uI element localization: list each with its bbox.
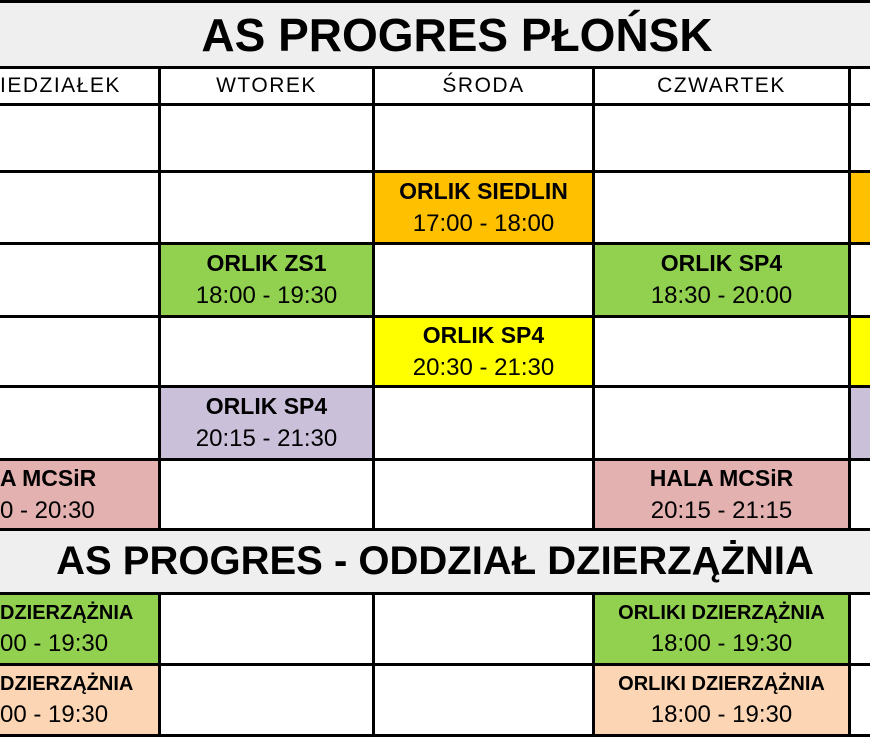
event-cell-dzierzaznia-row2-monday: DZIERZĄŻNIA 00 - 19:30	[0, 666, 158, 734]
event-venue: HALA MCSiR	[649, 464, 794, 491]
event-time: 18:00 - 19:30	[650, 629, 793, 657]
event-time: 17:00 - 18:00	[412, 209, 555, 237]
event-venue: DZIERZĄŻNIA	[0, 601, 134, 624]
event-venue: DZIERZĄŻNIA	[0, 672, 134, 695]
empty-cell	[595, 173, 848, 242]
event-time: 18:00 - 19:30	[195, 282, 338, 309]
day-header-friday	[851, 69, 870, 103]
event-cell-orlik-sp4-wednesday: ORLIK SP4 20:30 - 21:30	[375, 318, 592, 385]
day-header-monday: IEDZIAŁEK	[0, 69, 158, 103]
empty-cell	[375, 595, 592, 663]
event-cell-dzierzaznia-row1-monday: DZIERZĄŻNIA 00 - 19:30	[0, 595, 158, 663]
event-time: 20:30 - 21:30	[412, 353, 555, 381]
empty-cell	[0, 318, 158, 385]
empty-cell	[161, 318, 372, 385]
event-venue: ORLIKI DZIERZĄŻNIA	[618, 601, 825, 624]
event-venue: ORLIK SP4	[422, 321, 545, 348]
empty-cell	[595, 106, 848, 170]
day-header-thursday: CZWARTEK	[595, 69, 848, 103]
event-time: 00 - 19:30	[0, 629, 109, 657]
section-title-dzierzaznia: AS PROGRES - ODDZIAŁ DZIERZĄŻNIA	[56, 539, 814, 583]
event-venue: ORLIKI DZIERZĄŻNIA	[618, 672, 825, 695]
event-time: 20:15 - 21:30	[195, 425, 338, 452]
empty-cell	[851, 461, 870, 528]
empty-cell	[0, 173, 158, 242]
empty-cell	[161, 173, 372, 242]
event-cell-hala-mcsir-thursday: HALA MCSiR 20:15 - 21:15	[595, 461, 848, 528]
event-cell-friday-lavender-sliver	[851, 388, 870, 458]
section-title-dzierzaznia-band: AS PROGRES - ODDZIAŁ DZIERZĄŻNIA	[0, 531, 870, 592]
event-cell-dzierzaznia-row2-thursday: ORLIKI DZIERZĄŻNIA 18:00 - 19:30	[595, 666, 848, 734]
event-time: 00 - 19:30	[0, 700, 109, 728]
empty-cell	[375, 388, 592, 458]
empty-cell	[0, 106, 158, 170]
empty-cell	[375, 461, 592, 528]
empty-cell	[595, 388, 848, 458]
event-venue: A MCSiR	[0, 464, 97, 491]
section-title-plonsk: AS PROGRES PŁOŃSK	[201, 8, 713, 61]
event-cell-friday-yellow-sliver	[851, 318, 870, 385]
event-cell-orlik-zs1: ORLIK ZS1 18:00 - 19:30	[161, 245, 372, 315]
empty-cell	[0, 245, 158, 315]
empty-cell	[851, 245, 870, 315]
empty-cell	[375, 666, 592, 734]
event-time: 18:30 - 20:00	[650, 282, 793, 309]
day-header-wednesday: ŚRODA	[375, 69, 592, 103]
event-cell-hala-mcsir-monday: A MCSiR 0 - 20:30	[0, 461, 158, 528]
day-header-tuesday: WTOREK	[161, 69, 372, 103]
empty-cell	[161, 106, 372, 170]
event-time: 0 - 20:30	[0, 496, 95, 524]
event-cell-orlik-sp4-tuesday: ORLIK SP4 20:15 - 21:30	[161, 388, 372, 458]
event-venue: ORLIK ZS1	[206, 250, 327, 276]
empty-cell	[851, 595, 870, 663]
empty-cell	[375, 245, 592, 315]
event-cell-orlik-sp4-thursday: ORLIK SP4 18:30 - 20:00	[595, 245, 848, 315]
empty-cell	[161, 461, 372, 528]
empty-cell	[161, 666, 372, 734]
empty-cell	[595, 318, 848, 385]
event-time: 18:00 - 19:30	[650, 700, 793, 728]
empty-cell	[161, 595, 372, 663]
empty-cell	[851, 666, 870, 734]
section-title-plonsk-band: AS PROGRES PŁOŃSK	[0, 3, 870, 66]
empty-cell	[375, 106, 592, 170]
event-venue: ORLIK SP4	[205, 393, 328, 419]
empty-cell	[851, 106, 870, 170]
event-venue: ORLIK SIEDLIN	[399, 177, 568, 204]
event-cell-orlik-siedlin: ORLIK SIEDLIN 17:00 - 18:00	[375, 173, 592, 242]
event-cell-friday-orange-sliver	[851, 173, 870, 242]
empty-cell	[0, 388, 158, 458]
event-venue: ORLIK SP4	[660, 250, 783, 276]
event-cell-dzierzaznia-row1-thursday: ORLIKI DZIERZĄŻNIA 18:00 - 19:30	[595, 595, 848, 663]
event-time: 20:15 - 21:15	[650, 496, 793, 524]
